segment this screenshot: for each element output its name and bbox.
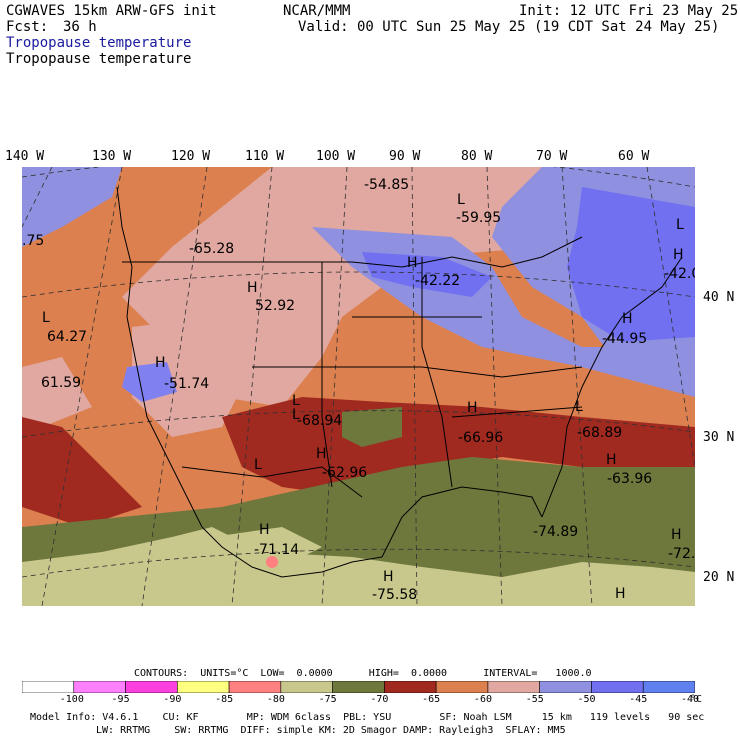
init-time: Init: 12 UTC Fri 23 May 25 <box>519 3 739 19</box>
extremum-value: -54.85 <box>364 177 409 193</box>
extremum-marker: H <box>467 400 478 416</box>
extremum-value: -74.89 <box>533 524 578 540</box>
extremum-value: 61.59 <box>41 375 81 391</box>
extremum-marker: L <box>676 217 684 233</box>
extremum-marker: H <box>407 255 418 271</box>
extremum-value: -75.58 <box>372 587 417 603</box>
extremum-value: -71.14 <box>254 542 299 558</box>
colorbar-tick-label: -55 <box>525 694 544 705</box>
extremum-value: 52.92 <box>255 298 295 314</box>
colorbar-tick-label: -65 <box>422 694 441 705</box>
colorbar-swatch <box>332 681 385 693</box>
lon-label: 110 W <box>245 149 285 164</box>
colorbar-tick-label: -60 <box>473 694 492 705</box>
colorbar <box>22 681 695 693</box>
lon-label: 100 W <box>316 149 356 164</box>
extremum-value: -65.28 <box>189 241 234 257</box>
extremum-marker: H <box>615 586 626 602</box>
colorbar-swatch <box>487 681 540 693</box>
colorbar-tick-label: -40 <box>681 694 700 705</box>
lon-label: 140 W <box>5 149 45 164</box>
extremum-marker: L <box>292 407 300 423</box>
lat-label: 40 N <box>703 290 735 305</box>
field-title: Tropopause temperature <box>6 35 192 51</box>
extremum-marker: L <box>254 457 262 473</box>
tropopause-temperature-map: -54.85L-59.95.75-65.28LH-42.0H-42.22H52.… <box>22 167 695 606</box>
extremum-value: -63.96 <box>607 471 652 487</box>
lon-label: 70 W <box>536 149 568 164</box>
model-title: CGWAVES 15km ARW-GFS init <box>6 3 217 19</box>
colorbar-tick-label: -70 <box>370 694 389 705</box>
extremum-marker: L <box>575 399 583 415</box>
colorbar-tick-label: -85 <box>215 694 234 705</box>
extrema-labels: -54.85L-59.95.75-65.28LH-42.0H-42.22H52.… <box>22 177 695 603</box>
coastlines <box>116 186 683 578</box>
colorbar-swatch <box>177 681 230 693</box>
forecast-hour: 36 h <box>63 19 97 35</box>
extremum-value: .75 <box>22 233 44 249</box>
contours-line: CONTOURS: UNITS=°C LOW= 0.0000 HIGH= 0.0… <box>134 668 592 679</box>
extremum-marker: H <box>671 527 682 543</box>
colorbar-tick-label: -75 <box>318 694 337 705</box>
extremum-value: -68.94 <box>297 413 342 429</box>
extremum-value: -42.22 <box>415 273 460 289</box>
extremum-value: -72.4 <box>668 546 695 562</box>
extremum-marker: H <box>247 280 258 296</box>
lon-label: 60 W <box>618 149 650 164</box>
lon-label: 130 W <box>92 149 132 164</box>
extremum-value: 64.27 <box>47 329 87 345</box>
extremum-value: -68.89 <box>577 425 622 441</box>
model-info: Model Info: V4.6.1 CU: KF MP: WDM 6class… <box>30 712 705 723</box>
org-label: NCAR/MMM <box>283 3 351 19</box>
extremum-marker: H <box>673 247 684 263</box>
colorbar-swatch <box>280 681 333 693</box>
colorbar-swatch <box>384 681 437 693</box>
lat-label: 30 N <box>703 430 735 445</box>
colorbar-swatch <box>125 681 178 693</box>
colorbar-swatch <box>228 681 282 693</box>
colorbar-tick-label: -95 <box>111 694 130 705</box>
colorbar-swatch <box>642 681 695 693</box>
extremum-marker: H <box>622 311 633 327</box>
lon-label: 80 W <box>461 149 493 164</box>
colorbar-tick-label: -90 <box>163 694 182 705</box>
colorbar-tick-label: °C <box>690 694 703 705</box>
colorbar-swatch <box>591 681 644 693</box>
forecast-label: Fcst: <box>6 19 49 35</box>
colorbar-swatch <box>539 681 592 693</box>
extremum-value: -42.0 <box>664 266 695 282</box>
lon-label: 90 W <box>389 149 421 164</box>
extremum-marker: L <box>42 310 50 326</box>
colorbar-swatch <box>22 681 75 693</box>
extremum-marker: H <box>316 446 327 462</box>
extremum-value: -51.74 <box>164 376 209 392</box>
lon-label: 120 W <box>171 149 211 164</box>
extremum-value: -59.95 <box>456 210 501 226</box>
extremum-marker: H <box>259 522 270 538</box>
colorbar-tick-label: -50 <box>577 694 596 705</box>
extremum-marker: L <box>457 192 465 208</box>
valid-time: Valid: 00 UTC Sun 25 May 25 (19 CDT Sat … <box>298 19 720 35</box>
physics-info: LW: RRTMG SW: RRTMG DIFF: simple KM: 2D … <box>96 725 566 736</box>
colorbar-tick-label: -100 <box>59 694 84 705</box>
extremum-value: -44.95 <box>602 331 647 347</box>
colorbar-swatch <box>73 681 126 693</box>
field-subtitle: Tropopause temperature <box>6 51 192 67</box>
extremum-marker: H <box>606 452 617 468</box>
colorbar-tick-label: -80 <box>266 694 285 705</box>
extremum-value: -66.96 <box>458 430 503 446</box>
lat-label: 20 N <box>703 570 735 585</box>
graticule <box>22 167 695 606</box>
extremum-value: -62.96 <box>322 465 367 481</box>
temperature-field <box>22 167 695 606</box>
extremum-marker: H <box>155 355 166 371</box>
colorbar-tick-label: -45 <box>629 694 648 705</box>
colorbar-swatch <box>435 681 489 693</box>
extremum-marker: L <box>292 393 300 409</box>
extremum-marker: H <box>383 569 394 585</box>
